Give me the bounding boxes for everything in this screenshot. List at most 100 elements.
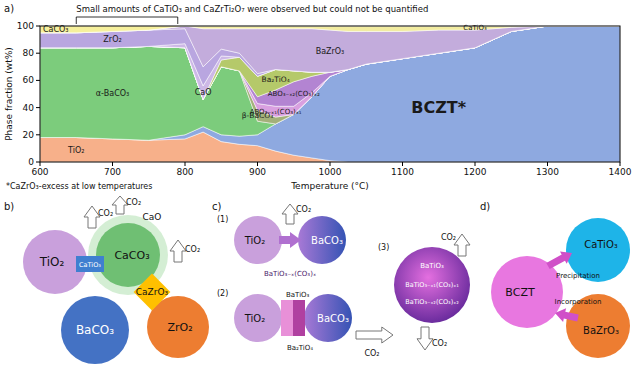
- batio3-layer: [281, 300, 293, 336]
- y-tick: [36, 162, 40, 163]
- x-tick-label: 900: [249, 167, 266, 177]
- panel-label: c): [212, 201, 221, 212]
- x-tick: [547, 162, 548, 166]
- label: ZrO₂: [167, 321, 192, 334]
- area-label: BaZrO₃: [316, 47, 345, 56]
- label: Ba₂TiO₄: [287, 344, 313, 352]
- area-label: CaO: [195, 88, 212, 97]
- label: CO₂: [296, 205, 311, 214]
- label: BaCO₃: [317, 313, 349, 324]
- y-tick: [36, 80, 40, 81]
- y-tick-label: 20: [23, 130, 35, 140]
- precipitation-arrow: [546, 252, 572, 270]
- label: BaCO₃: [311, 235, 343, 246]
- area-label: CaTiO₃: [463, 24, 487, 32]
- areas: [40, 26, 620, 162]
- x-axis-title: Temperature (°C): [290, 181, 369, 191]
- area: [40, 26, 620, 124]
- label: BaTiO₃₋ₓ(CO₃)ₓ: [264, 270, 316, 278]
- area: [40, 26, 620, 117]
- area-label: α-BaCO₃: [96, 89, 130, 98]
- catio3-layer: [76, 256, 104, 272]
- baco3-particle: [298, 216, 346, 264]
- area: [40, 26, 620, 140]
- y-tick: [36, 107, 40, 108]
- x-tick-label: 1000: [319, 167, 342, 177]
- area-label: BCZT*: [411, 98, 466, 117]
- label: CaTiO₃: [79, 261, 101, 269]
- co2-arrow: [170, 240, 186, 262]
- y-tick-label: 60: [23, 75, 35, 85]
- baco3-particle: [304, 294, 352, 342]
- x-tick: [112, 162, 113, 166]
- reaction-arrow: [279, 232, 301, 248]
- area: [40, 26, 620, 86]
- baco3-particle: [61, 296, 129, 364]
- step-label: (1): [217, 215, 228, 224]
- co2-arrow: [454, 234, 470, 256]
- x-tick: [40, 162, 41, 166]
- x-tick-label: 1400: [609, 167, 632, 177]
- label: CO₂: [185, 245, 200, 254]
- label: Incorporation: [555, 298, 602, 306]
- step-label: (2): [217, 289, 228, 298]
- footnote: *CaZrO₃-excess at low temperatures: [6, 182, 152, 191]
- y-tick-label: 0: [28, 157, 34, 167]
- label: TiO₂: [244, 313, 265, 324]
- step-label: (3): [378, 243, 389, 252]
- label: BCZT: [505, 286, 535, 299]
- area: [40, 26, 620, 33]
- label: BaZrO₃: [583, 325, 619, 336]
- mixed-particle: [394, 247, 470, 323]
- x-tick: [257, 162, 258, 166]
- area-label: ZrO₂: [103, 35, 121, 44]
- incorporation-arrow: [555, 308, 579, 322]
- label: BaTiO₃: [286, 291, 310, 299]
- label: CO₂: [441, 233, 456, 242]
- x-tick-label: 1200: [464, 167, 487, 177]
- area: [40, 26, 620, 99]
- area: [40, 26, 620, 162]
- label: a): [4, 3, 14, 14]
- y-tick-label: 100: [17, 21, 34, 31]
- label: CO₂: [98, 209, 113, 218]
- area-label: ABO₃₋ₓ₂(CO₃)ₓ₂: [268, 90, 320, 98]
- label: BaCO₃: [76, 323, 114, 337]
- area: [40, 26, 620, 106]
- x-tick-label: 600: [31, 167, 48, 177]
- ba2tio4-layer: [293, 300, 305, 336]
- label: BaTiO₃₋ₓ₁(CO₃)ₓ₁: [405, 281, 459, 289]
- label: CO₂: [432, 339, 447, 348]
- x-tick: [330, 162, 331, 166]
- y-tick: [36, 53, 40, 54]
- plot-frame: [40, 26, 620, 162]
- label: BaTiO₃₋ₓ₂(CO₃)ₓ₂: [405, 298, 459, 306]
- label: TiO₂: [39, 255, 65, 269]
- label: CO₂: [364, 349, 379, 358]
- label: TiO₂: [244, 235, 265, 246]
- x-tick-label: 700: [104, 167, 121, 177]
- label: CaZrO₃: [136, 287, 169, 297]
- label: BaTiO₃: [420, 262, 444, 270]
- co2-arrow: [417, 327, 433, 350]
- x-tick: [620, 162, 621, 166]
- label: Precipitation: [556, 272, 600, 280]
- x-tick: [185, 162, 186, 166]
- cazro3-layer: [134, 274, 171, 311]
- figure: a)60070080090010001100120013001400020406…: [0, 0, 640, 370]
- x-tick-label: 1100: [391, 167, 414, 177]
- x-tick-label: 800: [176, 167, 193, 177]
- y-axis-title: Phase fraction (wt%): [4, 47, 14, 141]
- area-label: CaCO₃: [43, 25, 69, 34]
- y-tick: [36, 134, 40, 135]
- area: [40, 26, 620, 33]
- label: CaCO₃: [114, 249, 149, 262]
- tio2-particle: [234, 216, 282, 264]
- area-label: TiO₂: [67, 146, 84, 155]
- area: [40, 26, 620, 74]
- x-tick-label: 1300: [536, 167, 559, 177]
- label: CaO: [143, 212, 162, 222]
- panel-label: d): [480, 201, 490, 212]
- panel-label: b): [4, 201, 14, 212]
- area-label: ABO₃₋ₓ₁(CO₃)ₓ₁: [250, 108, 302, 116]
